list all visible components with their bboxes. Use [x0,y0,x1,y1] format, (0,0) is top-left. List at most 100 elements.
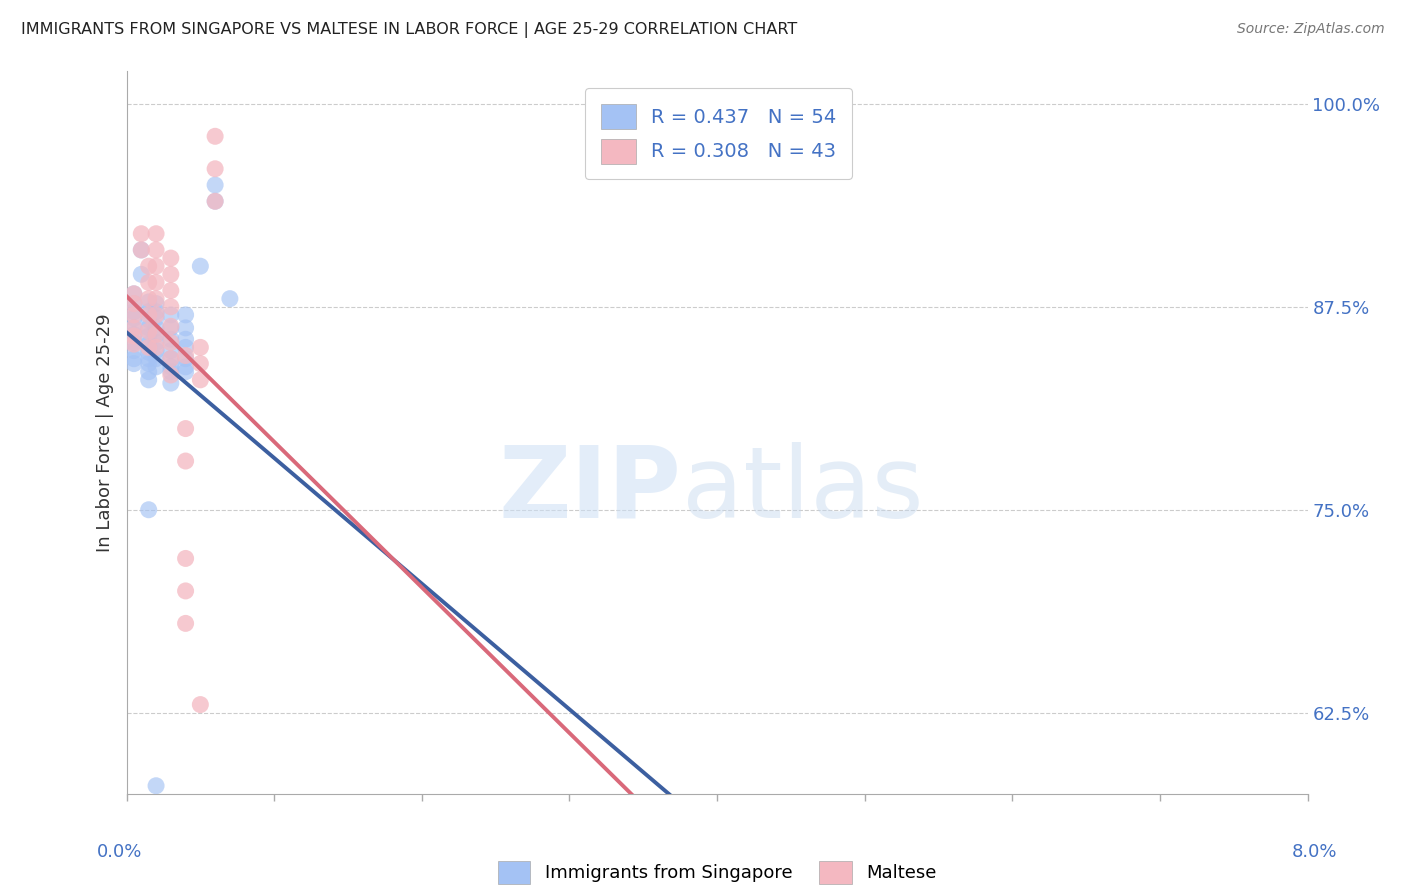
Text: Source: ZipAtlas.com: Source: ZipAtlas.com [1237,22,1385,37]
Point [160,365,183,379]
Point [122,337,145,351]
Point [145,308,167,322]
Point [138,259,160,273]
Y-axis label: In Labor Force | Age 25-29: In Labor Force | Age 25-29 [96,313,114,552]
Point [138,357,160,371]
Text: ZIP: ZIP [499,442,682,539]
Point [160,308,183,322]
Point [174,308,197,322]
Point [174,351,197,366]
Point [174,321,197,335]
Legend: Immigrants from Singapore, Maltese: Immigrants from Singapore, Maltese [491,854,943,891]
Point [145,351,167,366]
Point [122,311,145,326]
Point [174,365,197,379]
Point [145,304,167,318]
Point [174,332,197,346]
Point [204,194,226,209]
Point [188,357,212,371]
Point [122,351,145,366]
Point [138,321,160,335]
Point [138,502,160,516]
Point [145,340,167,354]
Point [160,351,183,366]
Point [138,329,160,343]
Point [204,178,226,192]
Text: 8.0%: 8.0% [1292,843,1337,861]
Point [204,161,226,176]
Point [138,324,160,338]
Point [204,194,226,209]
Point [129,268,153,282]
Point [145,779,167,793]
Point [174,616,197,631]
Point [160,376,183,390]
Point [174,340,197,354]
Point [160,343,183,358]
Point [145,311,167,326]
Point [160,284,183,298]
Point [160,300,183,314]
Point [160,335,183,350]
Point [138,304,160,318]
Point [138,337,160,351]
Point [145,259,167,273]
Point [188,340,212,354]
Text: 0.0%: 0.0% [97,843,142,861]
Point [160,268,183,282]
Point [174,359,197,374]
Point [138,373,160,387]
Point [138,345,160,359]
Point [122,286,145,301]
Point [160,332,183,346]
Point [174,583,197,598]
Point [122,286,145,301]
Point [145,335,167,350]
Point [122,321,145,335]
Point [145,296,167,310]
Point [204,129,226,144]
Point [160,321,183,335]
Point [129,243,153,257]
Point [160,319,183,334]
Point [122,335,145,350]
Point [174,421,197,435]
Text: atlas: atlas [682,442,924,539]
Point [138,365,160,379]
Point [145,321,167,335]
Point [138,312,160,326]
Point [145,276,167,290]
Point [145,227,167,241]
Point [129,243,153,257]
Point [174,551,197,566]
Point [138,292,160,306]
Point [145,327,167,342]
Point [138,308,160,322]
Point [138,276,160,290]
Point [174,454,197,468]
Point [188,259,212,273]
Point [145,343,167,358]
Point [160,368,183,382]
Point [122,308,145,322]
Point [122,329,145,343]
Point [129,227,153,241]
Point [145,243,167,257]
Point [160,251,183,265]
Point [122,296,145,310]
Point [174,349,197,363]
Point [138,340,160,354]
Point [160,359,183,374]
Point [145,359,167,374]
Point [138,351,160,366]
Point [160,351,183,366]
Point [122,296,145,310]
Point [188,698,212,712]
Point [122,343,145,358]
Point [145,292,167,306]
Point [188,373,212,387]
Point [219,292,242,306]
Text: IMMIGRANTS FROM SINGAPORE VS MALTESE IN LABOR FORCE | AGE 25-29 CORRELATION CHAR: IMMIGRANTS FROM SINGAPORE VS MALTESE IN … [21,22,797,38]
Point [122,357,145,371]
Point [122,327,145,342]
